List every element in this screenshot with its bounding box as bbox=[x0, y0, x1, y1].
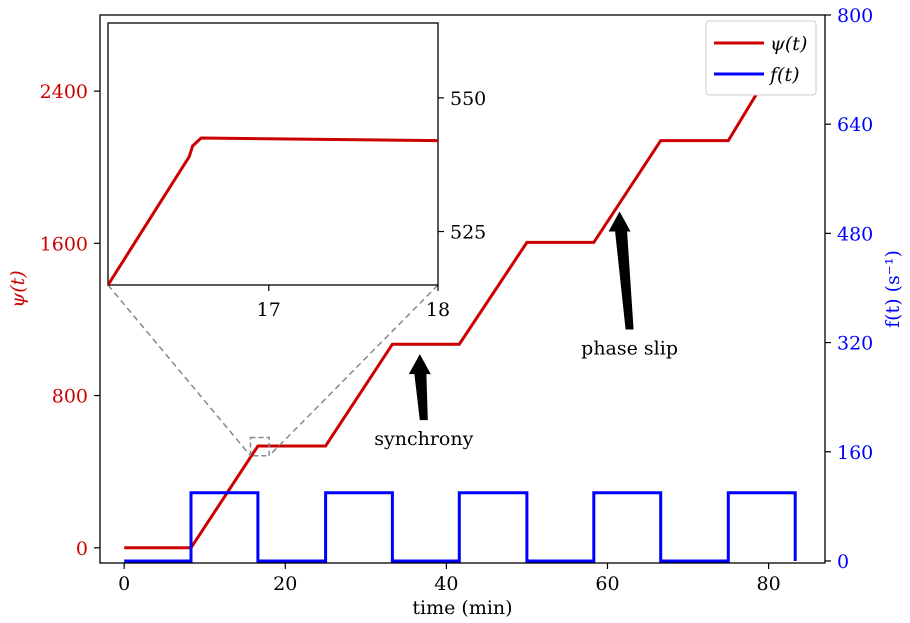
inset-y-tick-label: 550 bbox=[450, 88, 486, 110]
y-left-tick-label: 800 bbox=[52, 386, 88, 408]
inset-series-group bbox=[108, 136, 438, 285]
y-right-axis-title: f(t) (s⁻¹) bbox=[882, 250, 904, 328]
zoom-connector-left bbox=[107, 284, 252, 457]
plot-frame bbox=[99, 14, 826, 564]
inset-frame bbox=[107, 22, 439, 286]
y-left-axis-title: ψ(t) bbox=[7, 270, 29, 307]
main-plot-area bbox=[124, 29, 797, 563]
y-left-tick-label: 1600 bbox=[40, 233, 88, 255]
annotation-arrow-0 bbox=[408, 354, 431, 421]
y-left-tick-label: 2400 bbox=[40, 81, 88, 103]
inset-y-tick-label: 525 bbox=[450, 222, 486, 244]
x-tick-label: 20 bbox=[273, 573, 297, 595]
zoom-connector-right bbox=[268, 284, 439, 457]
arrow-shape bbox=[608, 211, 634, 330]
annotation-label: phase slip bbox=[581, 337, 678, 359]
annotation-label: synchrony bbox=[374, 428, 473, 450]
legend-box bbox=[705, 20, 817, 96]
y-right-tick-label: 480 bbox=[837, 223, 873, 245]
zoom-box bbox=[249, 436, 270, 457]
series-line-psi bbox=[124, 29, 797, 550]
y-left-tick-label: 0 bbox=[76, 538, 88, 560]
legend-label: ψ(t) bbox=[770, 33, 807, 55]
y-right-tick-label: 160 bbox=[837, 442, 873, 464]
x-tick-label: 0 bbox=[118, 573, 130, 595]
annotation-arrow-1 bbox=[608, 211, 634, 330]
inset-x-tick-label: 17 bbox=[257, 299, 281, 321]
legend-label: f(t) bbox=[768, 64, 800, 86]
y-right-tick-label: 800 bbox=[837, 5, 873, 27]
x-tick-label: 80 bbox=[757, 573, 781, 595]
y-right-tick-label: 320 bbox=[837, 333, 873, 355]
arrow-shape bbox=[408, 354, 431, 421]
inset-x-tick-label: 18 bbox=[426, 299, 450, 321]
series-line-f bbox=[124, 491, 797, 563]
y-right-tick-label: 0 bbox=[837, 551, 849, 573]
y-right-tick-label: 640 bbox=[837, 114, 873, 136]
x-axis-title: time (min) bbox=[412, 597, 512, 619]
x-tick-label: 40 bbox=[434, 573, 458, 595]
x-tick-label: 60 bbox=[595, 573, 619, 595]
inset-series-line bbox=[108, 136, 438, 285]
